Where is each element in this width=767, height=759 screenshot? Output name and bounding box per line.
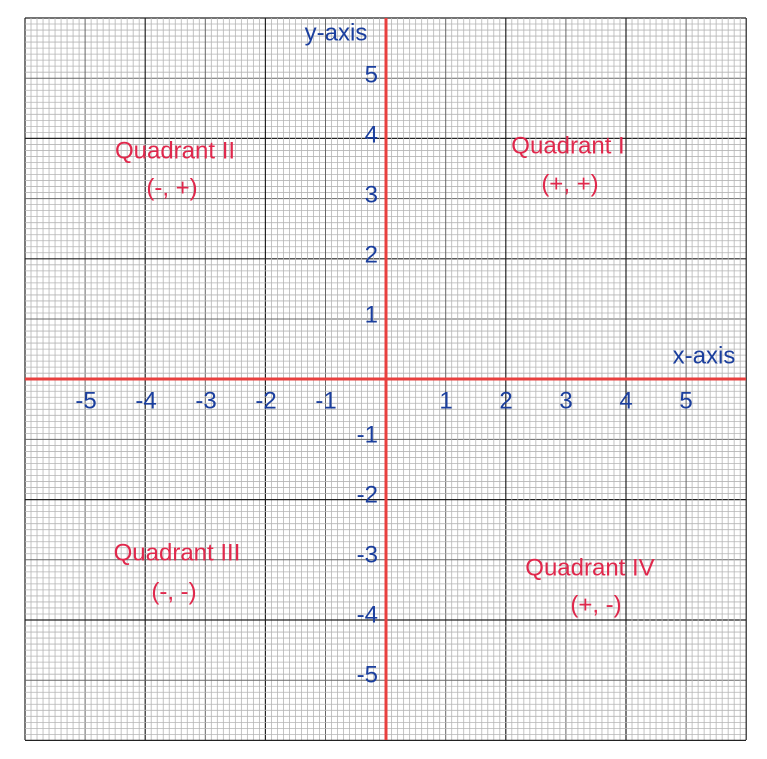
y-tick-label: -5 (357, 661, 378, 688)
y-tick-label: -3 (357, 541, 378, 568)
x-tick-label: 2 (499, 387, 512, 414)
tick-labels: -5 -4 -3 -2 -1 1 2 3 4 5 5 4 3 2 1 -1 -2 -3 -4 -5 (75, 61, 692, 688)
x-tick-label: -5 (75, 387, 96, 414)
x-tick-label: 5 (679, 387, 692, 414)
quadrant-name: Quadrant III (114, 539, 241, 566)
x-tick-label: -2 (255, 387, 276, 414)
y-tick-label: 2 (365, 241, 378, 268)
x-tick-label: 4 (619, 387, 632, 414)
y-tick-label: 1 (365, 301, 378, 328)
y-tick-label: -4 (357, 601, 378, 628)
x-tick-label: -1 (315, 387, 336, 414)
x-axis-label: x-axis (673, 342, 736, 369)
quadrant-name: Quadrant II (115, 137, 235, 164)
quadrant-name: Quadrant IV (525, 554, 654, 581)
x-tick-label: -3 (195, 387, 216, 414)
x-tick-label: 1 (439, 387, 452, 414)
quadrant-signs: (+, +) (541, 170, 598, 197)
quadrant-name: Quadrant I (511, 132, 624, 159)
y-tick-label: 4 (365, 121, 378, 148)
x-tick-label: 3 (559, 387, 572, 414)
quadrant-signs: (-, -) (151, 578, 196, 605)
y-axis-label: y-axis (305, 19, 368, 46)
x-tick-label: -4 (135, 387, 156, 414)
quadrant-signs: (-, +) (146, 174, 197, 201)
y-tick-label: -2 (357, 481, 378, 508)
y-tick-label: 5 (365, 61, 378, 88)
y-tick-label: -1 (357, 421, 378, 448)
quadrant-signs: (+, -) (570, 591, 621, 618)
y-tick-label: 3 (365, 181, 378, 208)
